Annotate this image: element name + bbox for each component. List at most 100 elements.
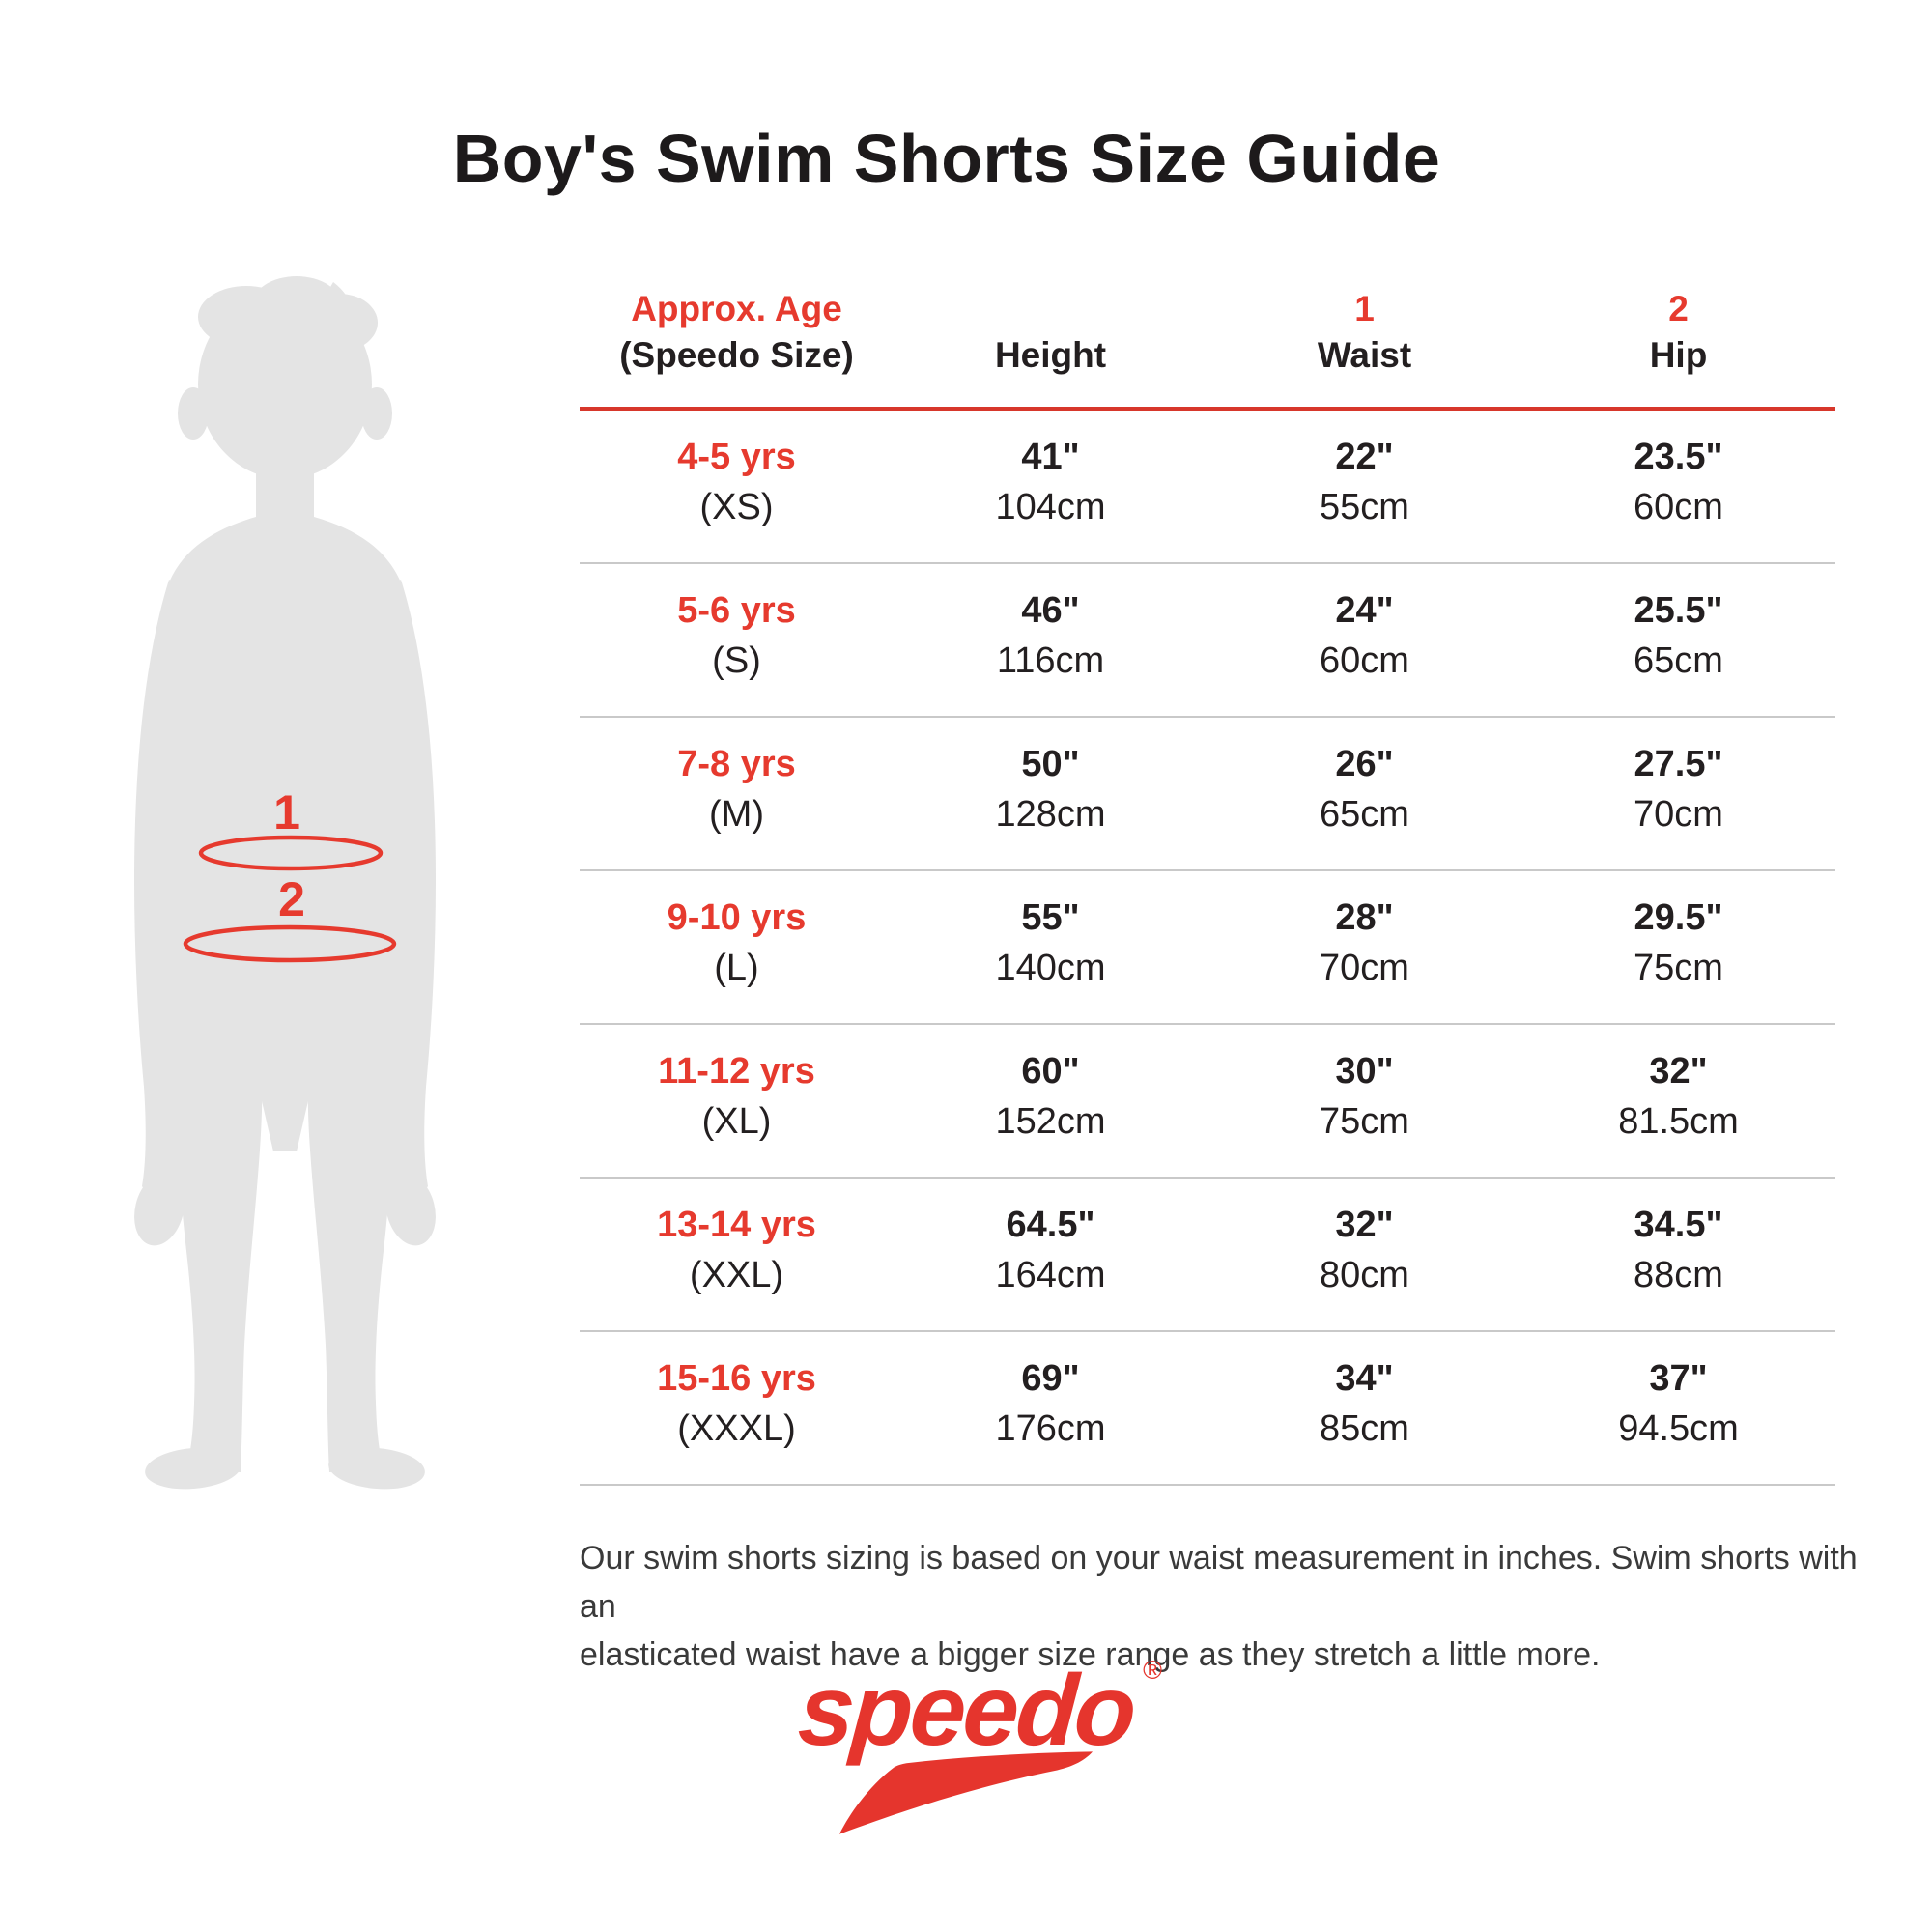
waist-inches: 34" xyxy=(1335,1358,1394,1399)
right-hand-shape xyxy=(385,1173,436,1246)
hip-cell: 27.5" 70cm xyxy=(1521,739,1835,869)
waist-cell: 24" 60cm xyxy=(1208,585,1521,716)
waist-inches: 30" xyxy=(1335,1051,1394,1092)
table-row: 9-10 yrs (L) 55" 140cm 28" 70cm 29.5" 75… xyxy=(580,871,1835,1025)
hip-cm: 65cm xyxy=(1634,640,1723,681)
table-row: 5-6 yrs (S) 46" 116cm 24" 60cm 25.5" 65c… xyxy=(580,564,1835,718)
age-cell: 13-14 yrs (XXL) xyxy=(580,1200,894,1330)
age-value: 9-10 yrs xyxy=(667,897,807,938)
waist-cm: 55cm xyxy=(1320,487,1409,527)
header-height-column: Height xyxy=(894,286,1208,379)
size-value: (XXXL) xyxy=(677,1408,796,1449)
speedo-wordmark: speedo xyxy=(794,1655,1138,1767)
registered-trademark-symbol: ® xyxy=(1143,1656,1163,1685)
waist-cell: 26" 65cm xyxy=(1208,739,1521,869)
height-inches: 64.5" xyxy=(1006,1205,1095,1245)
waist-cell: 34" 85cm xyxy=(1208,1353,1521,1484)
waist-cm: 85cm xyxy=(1320,1408,1409,1449)
hip-cell: 34.5" 88cm xyxy=(1521,1200,1835,1330)
height-inches: 60" xyxy=(1021,1051,1080,1092)
age-value: 15-16 yrs xyxy=(657,1358,816,1399)
height-cm: 140cm xyxy=(995,948,1106,988)
hip-cm: 94.5cm xyxy=(1618,1408,1739,1449)
height-cell: 60" 152cm xyxy=(894,1046,1208,1177)
header-hip-label: Hip xyxy=(1649,335,1708,375)
header-waist-marker: 1 xyxy=(1354,289,1375,328)
header-size-label: (Speedo Size) xyxy=(619,335,854,375)
boy-measurement-figure: 1 2 xyxy=(92,270,478,1497)
height-cell: 64.5" 164cm xyxy=(894,1200,1208,1330)
header-hip-marker: 2 xyxy=(1668,289,1689,328)
right-leg-shape xyxy=(307,1024,395,1472)
height-cm: 176cm xyxy=(995,1408,1106,1449)
table-row: 7-8 yrs (M) 50" 128cm 26" 65cm 27.5" 70c… xyxy=(580,718,1835,871)
height-cm: 164cm xyxy=(995,1255,1106,1295)
age-cell: 4-5 yrs (XS) xyxy=(580,432,894,562)
age-value: 13-14 yrs xyxy=(657,1205,816,1245)
waist-cm: 65cm xyxy=(1320,794,1409,835)
ear-shape xyxy=(178,387,209,440)
height-cm: 152cm xyxy=(995,1101,1106,1142)
age-value: 5-6 yrs xyxy=(677,590,796,631)
hip-inches: 25.5" xyxy=(1634,590,1723,631)
age-cell: 11-12 yrs (XL) xyxy=(580,1046,894,1177)
header-age-column: Approx. Age (Speedo Size) xyxy=(580,286,894,379)
waist-cm: 75cm xyxy=(1320,1101,1409,1142)
speedo-logo: speedo ® xyxy=(0,1654,1932,1836)
waist-cm: 70cm xyxy=(1320,948,1409,988)
height-cm: 116cm xyxy=(996,640,1105,681)
hip-inches: 27.5" xyxy=(1634,744,1723,784)
hip-cm: 75cm xyxy=(1634,948,1723,988)
header-waist-column: 1 Waist xyxy=(1208,286,1521,379)
hip-cell: 23.5" 60cm xyxy=(1521,432,1835,562)
hip-shape xyxy=(246,1034,324,1151)
waist-cell: 30" 75cm xyxy=(1208,1046,1521,1177)
height-cell: 46" 116cm xyxy=(894,585,1208,716)
waist-cell: 22" 55cm xyxy=(1208,432,1521,562)
hip-cell: 25.5" 65cm xyxy=(1521,585,1835,716)
left-foot-shape xyxy=(145,1447,242,1490)
waist-cell: 28" 70cm xyxy=(1208,893,1521,1023)
height-inches: 69" xyxy=(1021,1358,1080,1399)
size-value: (XL) xyxy=(701,1101,772,1142)
hip-inches: 32" xyxy=(1649,1051,1708,1092)
size-value: (XS) xyxy=(699,487,774,527)
hip-cm: 88cm xyxy=(1634,1255,1723,1295)
height-cm: 104cm xyxy=(995,487,1106,527)
waist-marker-label: 1 xyxy=(273,785,300,839)
waist-inches: 32" xyxy=(1335,1205,1394,1245)
age-cell: 9-10 yrs (L) xyxy=(580,893,894,1023)
hip-cm: 81.5cm xyxy=(1618,1101,1739,1142)
boy-silhouette: 1 2 xyxy=(134,276,436,1490)
height-inches: 50" xyxy=(1021,744,1080,784)
waist-cm: 60cm xyxy=(1320,640,1409,681)
table-row: 11-12 yrs (XL) 60" 152cm 30" 75cm 32" 81… xyxy=(580,1025,1835,1179)
hip-inches: 23.5" xyxy=(1634,437,1723,477)
height-inches: 46" xyxy=(1021,590,1080,631)
hip-inches: 29.5" xyxy=(1634,897,1723,938)
speedo-wordmark-wrap: speedo ® xyxy=(795,1654,1162,1769)
hip-cm: 60cm xyxy=(1634,487,1723,527)
header-hip-column: 2 Hip xyxy=(1521,286,1835,379)
left-hand-shape xyxy=(134,1173,185,1246)
age-cell: 7-8 yrs (M) xyxy=(580,739,894,869)
hip-cm: 70cm xyxy=(1634,794,1723,835)
waist-cm: 80cm xyxy=(1320,1255,1409,1295)
table-row: 13-14 yrs (XXL) 64.5" 164cm 32" 80cm 34.… xyxy=(580,1179,1835,1332)
header-divider-line xyxy=(580,407,1835,411)
age-cell: 5-6 yrs (S) xyxy=(580,585,894,716)
torso-shape xyxy=(153,517,417,1084)
sizing-note-line2: elasticated waist have a bigger size ran… xyxy=(580,1636,1601,1673)
waist-measurement-ellipse xyxy=(198,835,384,871)
right-foot-shape xyxy=(328,1447,425,1490)
left-leg-shape xyxy=(175,1024,263,1472)
height-cell: 50" 128cm xyxy=(894,739,1208,869)
page-title: Boy's Swim Shorts Size Guide xyxy=(452,121,1441,196)
height-cell: 55" 140cm xyxy=(894,893,1208,1023)
height-inches: 55" xyxy=(1021,897,1080,938)
header-age-label: Approx. Age xyxy=(631,289,842,328)
waist-inches: 22" xyxy=(1335,437,1394,477)
size-value: (XXL) xyxy=(689,1255,784,1295)
sizing-note: Our swim shorts sizing is based on your … xyxy=(580,1534,1864,1679)
